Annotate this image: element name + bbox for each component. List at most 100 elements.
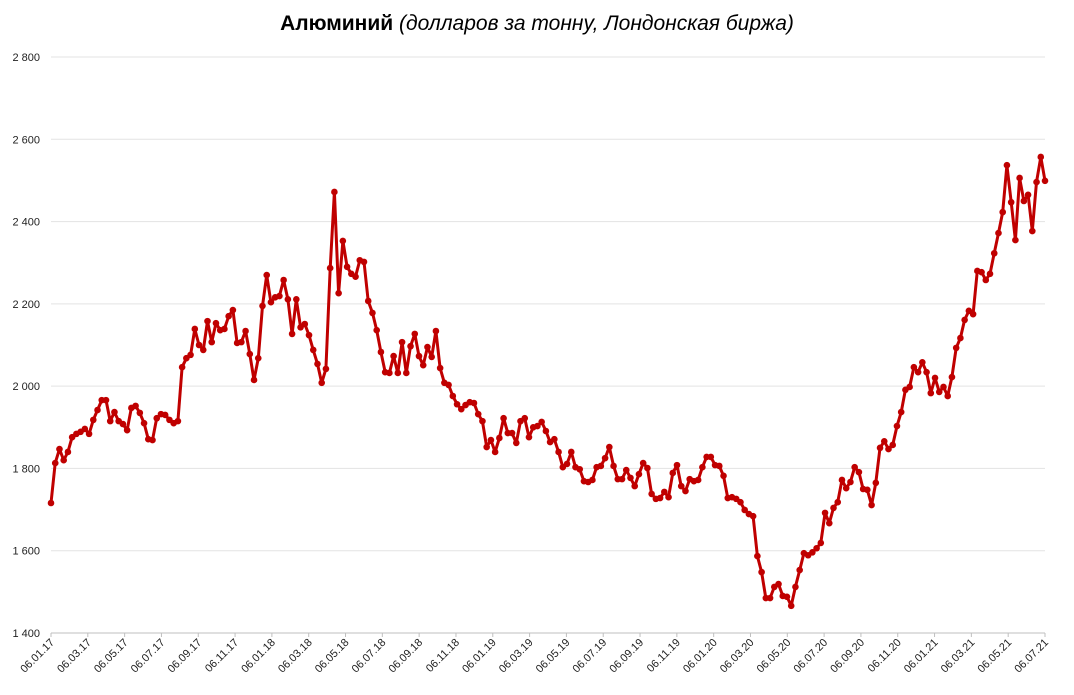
gridlines (51, 56, 1045, 552)
data-point (479, 417, 486, 425)
data-point (864, 486, 871, 494)
data-point (305, 331, 313, 339)
x-tick-label: 06.11.20 (866, 637, 904, 675)
data-point (208, 338, 216, 346)
data-point (259, 302, 266, 310)
data-point (449, 392, 457, 400)
data-point (817, 539, 825, 547)
y-tick-label: 2 800 (12, 52, 40, 64)
data-point (500, 414, 507, 422)
data-point (661, 488, 668, 496)
data-point (758, 568, 765, 576)
data-point (470, 399, 478, 407)
series-aluminium (47, 153, 1049, 610)
data-point (597, 462, 605, 470)
data-point (906, 383, 913, 391)
data-point (868, 501, 875, 509)
data-point (508, 429, 516, 437)
data-point (969, 310, 977, 318)
data-point (923, 368, 930, 376)
data-point (521, 414, 529, 422)
data-point (610, 462, 617, 470)
data-point (1020, 197, 1028, 205)
data-point (221, 325, 228, 333)
data-point (589, 476, 596, 484)
data-point (373, 326, 380, 334)
data-point (512, 439, 520, 447)
data-point (656, 494, 664, 502)
x-tick-label: 06.07.19 (571, 637, 610, 676)
data-point (85, 430, 93, 438)
data-point (390, 352, 397, 360)
data-point (178, 363, 186, 371)
data-point (618, 475, 626, 483)
data-point (986, 270, 994, 278)
x-tick-label: 06.09.18 (387, 637, 426, 676)
data-point (415, 352, 423, 360)
data-point (893, 422, 901, 430)
y-tick-label: 2 400 (12, 217, 40, 229)
data-point (669, 469, 677, 477)
data-point (1037, 153, 1045, 161)
x-tick-label: 06.07.20 (791, 637, 830, 676)
x-tick-label: 06.01.17 (18, 637, 57, 676)
x-tick-label: 06.05.21 (976, 637, 1015, 676)
data-point (301, 320, 309, 328)
data-point (238, 338, 245, 346)
data-point (246, 350, 254, 358)
data-point (525, 433, 533, 441)
data-point (81, 425, 89, 433)
data-point (872, 479, 880, 487)
data-point (855, 468, 863, 476)
data-point (1016, 174, 1023, 182)
y-tick-label: 1 800 (12, 463, 40, 475)
data-point (403, 369, 410, 377)
data-point (766, 594, 774, 602)
x-tick-label: 06.09.20 (828, 637, 867, 676)
data-point (161, 411, 169, 419)
data-point (60, 456, 67, 464)
data-point (940, 383, 947, 391)
data-point (563, 460, 571, 468)
x-tick-label: 06.01.18 (239, 637, 278, 676)
data-point (229, 306, 237, 314)
data-point (102, 396, 110, 404)
y-axis: 1 400 1 600 1 800 2 000 2 200 2 400 2 600 2 800 (12, 52, 40, 640)
data-point (254, 354, 262, 362)
data-point (56, 445, 63, 453)
data-point (339, 237, 347, 245)
x-tick-label: 06.05.18 (313, 637, 352, 676)
data-point (821, 509, 829, 517)
data-point (885, 445, 892, 453)
data-point (242, 327, 249, 335)
data-point (1041, 177, 1049, 185)
x-tick-label: 06.07.18 (350, 637, 389, 676)
data-point (635, 470, 643, 478)
x-tick-label: 06.03.21 (939, 637, 978, 676)
data-point (47, 499, 55, 507)
data-point (491, 448, 499, 456)
data-point (51, 459, 59, 467)
data-point (136, 409, 144, 417)
data-point (534, 422, 541, 430)
data-point (995, 229, 1002, 237)
y-tick-label: 2 200 (12, 299, 40, 311)
data-point (280, 276, 287, 284)
x-tick-label: 06.01.21 (902, 637, 941, 676)
x-tick-label: 06.03.20 (718, 637, 757, 676)
data-point (428, 353, 435, 361)
series-line (49, 155, 1047, 608)
data-point (944, 392, 952, 400)
data-point (432, 327, 440, 335)
data-point (263, 271, 271, 279)
data-point (952, 344, 960, 352)
data-point (360, 258, 368, 266)
data-point (445, 381, 452, 389)
data-point (322, 365, 330, 373)
data-point (783, 593, 791, 601)
data-point (749, 512, 757, 520)
data-point (948, 373, 956, 381)
data-point (314, 360, 321, 368)
data-point (1007, 198, 1015, 206)
data-point (174, 417, 182, 425)
